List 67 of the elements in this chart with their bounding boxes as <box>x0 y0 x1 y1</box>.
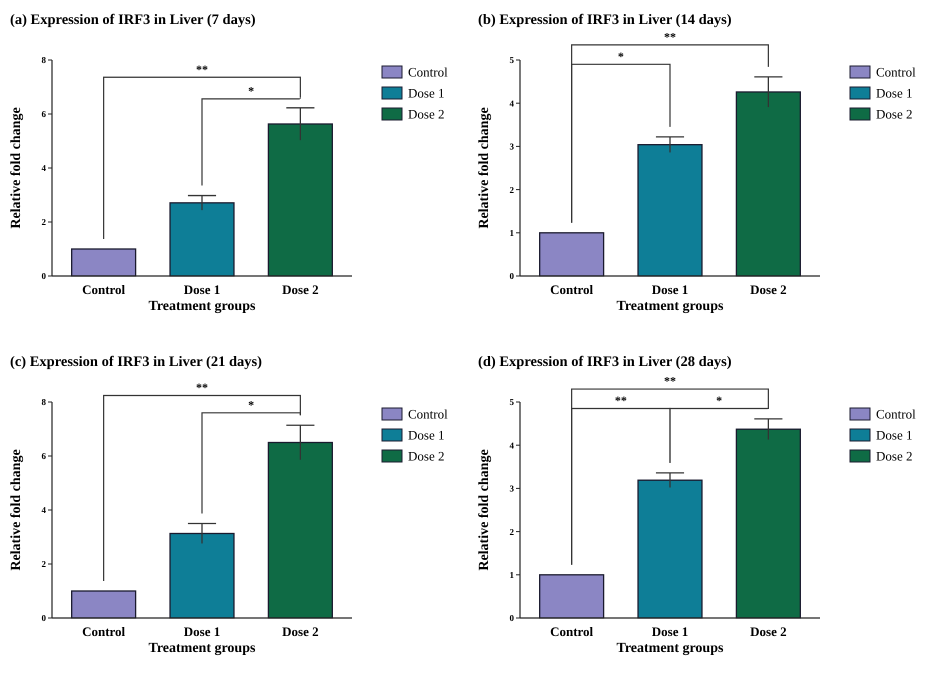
x-tick-label: Dose 1 <box>184 282 220 297</box>
x-axis-title: Treatment groups <box>616 299 724 314</box>
annotation: * <box>618 49 624 64</box>
x-tick-label: Dose 2 <box>282 282 319 297</box>
y-axis-title: Relative fold change <box>9 107 24 229</box>
legend-label: Dose 2 <box>876 448 912 464</box>
legend-label: Control <box>408 406 448 422</box>
y-tick-label: 2 <box>42 559 46 570</box>
text: ** <box>664 30 676 44</box>
chart-title: (b) Expression of IRF3 in Liver (14 days) <box>478 12 732 28</box>
x-tick-label: Dose 2 <box>750 624 787 639</box>
x-tick-label: Dose 1 <box>652 624 688 639</box>
legend-label: Dose 1 <box>408 86 444 101</box>
legend-label: Dose 2 <box>408 448 444 464</box>
y-tick-label: 3 <box>510 484 514 494</box>
text: ** <box>196 380 208 395</box>
x-tick-label: Control <box>82 624 126 639</box>
legend-label: Dose 1 <box>408 428 444 443</box>
annotation: ** <box>614 393 627 408</box>
x-tick-label: Dose 2 <box>750 282 787 297</box>
chart-title: (a) Expression of IRF3 in Liver (7 days) <box>10 12 256 28</box>
y-tick-label: 8 <box>42 55 46 66</box>
y-tick-label: 0 <box>42 271 46 282</box>
annotation: ** <box>196 62 208 76</box>
y-tick-label: 0 <box>42 613 46 624</box>
y-tick-label: 4 <box>42 163 46 174</box>
y-tick-label: 5 <box>510 55 514 66</box>
x-axis-title: Treatment groups <box>616 641 724 656</box>
x-tick-label: Control <box>550 624 594 639</box>
annotation: * <box>248 398 254 412</box>
y-tick-label: 2 <box>510 526 514 537</box>
y-tick-label: 2 <box>42 217 46 228</box>
annotation: * <box>248 84 254 98</box>
chart-title: (c) Expression of IRF3 in Liver (21 days) <box>10 354 262 370</box>
y-tick-label: 0 <box>510 271 514 282</box>
y-tick-label: 4 <box>510 440 514 450</box>
y-tick-label: 4 <box>42 505 46 516</box>
y-tick-label: 1 <box>510 570 514 580</box>
y-axis-title: Relative fold change <box>477 449 492 571</box>
y-tick-label: 8 <box>42 397 46 408</box>
x-tick-label: Control <box>82 282 126 297</box>
y-tick-label: 6 <box>42 109 46 120</box>
annotation: * <box>716 393 722 408</box>
legend-label: Dose 1 <box>876 86 912 101</box>
x-tick-label: Dose 1 <box>652 282 688 297</box>
x-axis-title: Treatment groups <box>148 299 256 314</box>
y-tick-label: 2 <box>510 184 514 195</box>
chart-title: (d) Expression of IRF3 in Liver (28 days) <box>478 354 732 370</box>
legend-label: Dose 1 <box>876 428 912 443</box>
y-axis-title: Relative fold change <box>9 449 24 571</box>
x-tick-label: Control <box>550 282 594 297</box>
legend-label: Dose 2 <box>876 106 912 122</box>
y-tick-label: 1 <box>510 228 514 238</box>
legend-label: Control <box>408 64 448 80</box>
y-tick-label: 0 <box>510 613 514 624</box>
y-tick-label: 4 <box>510 98 514 108</box>
legend-label: Control <box>876 406 916 422</box>
legend-label: Control <box>876 64 916 80</box>
y-tick-label: 3 <box>510 142 514 152</box>
y-tick-label: 6 <box>42 451 46 462</box>
legend-label: Dose 2 <box>408 106 444 122</box>
text: ** <box>664 374 676 388</box>
y-axis-title: Relative fold change <box>477 107 492 229</box>
y-tick-label: 5 <box>510 397 514 408</box>
x-tick-label: Dose 2 <box>282 624 319 639</box>
x-axis-title: Treatment groups <box>148 641 256 656</box>
x-tick-label: Dose 1 <box>184 624 220 639</box>
